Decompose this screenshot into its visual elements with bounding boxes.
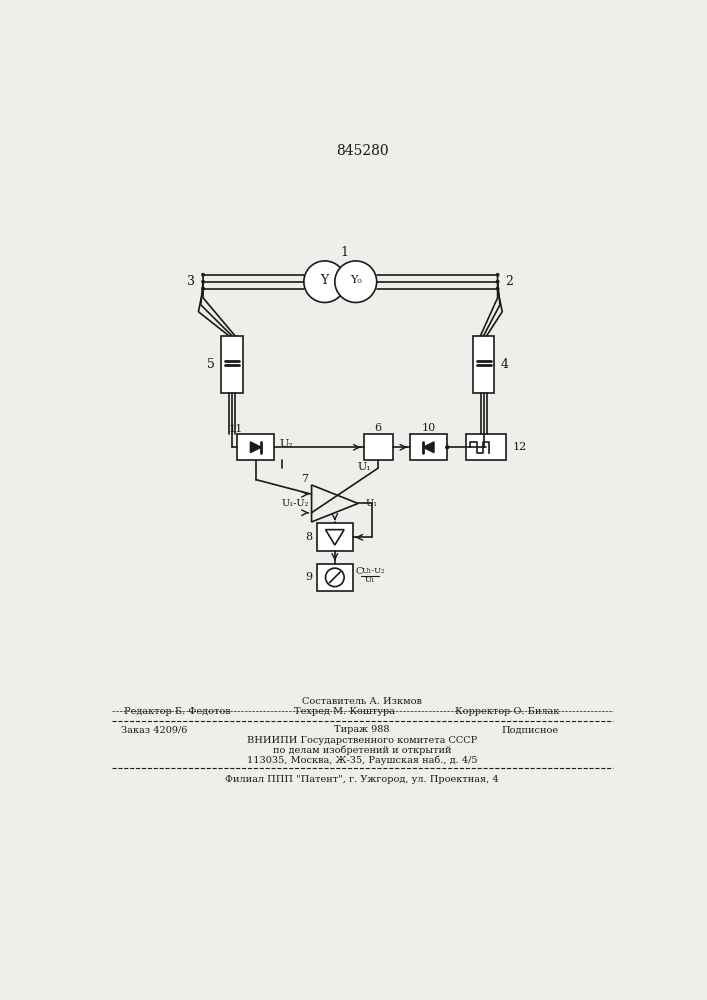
Circle shape [496, 280, 500, 284]
Text: по делам изобретений и открытий: по делам изобретений и открытий [273, 746, 451, 755]
Circle shape [335, 261, 377, 302]
Bar [317, 564, 353, 591]
Text: 845280: 845280 [336, 144, 388, 158]
Text: ВНИИПИ Государственного комитета СССР: ВНИИПИ Государственного комитета СССР [247, 736, 477, 745]
Text: 5: 5 [207, 358, 215, 371]
Bar [363, 434, 393, 460]
Circle shape [201, 287, 205, 291]
Text: 11: 11 [228, 424, 243, 434]
Text: 7: 7 [301, 474, 308, 484]
Text: Y₀: Y₀ [350, 275, 361, 285]
Text: U₁: U₁ [366, 499, 378, 508]
Text: U₁-U₂: U₁-U₂ [281, 499, 308, 508]
Text: Y: Y [321, 274, 329, 287]
Text: U₁: U₁ [358, 462, 371, 472]
Text: Редактор Б. Федотов: Редактор Б. Федотов [124, 707, 230, 716]
Text: 4: 4 [501, 358, 508, 371]
Circle shape [481, 445, 486, 449]
Bar [317, 523, 353, 551]
Text: 12: 12 [513, 442, 527, 452]
Circle shape [496, 287, 500, 291]
Polygon shape [250, 442, 261, 453]
Bar [473, 336, 494, 393]
Bar [466, 434, 506, 460]
Text: 113035, Москва, Ж-35, Раушская наб., д. 4/5: 113035, Москва, Ж-35, Раушская наб., д. … [247, 756, 477, 765]
Text: U₂: U₂ [280, 439, 293, 449]
Bar [410, 434, 448, 460]
Text: Филиал ППП "Патент", г. Ужгород, ул. Проектная, 4: Филиал ППП "Патент", г. Ужгород, ул. Про… [225, 775, 498, 784]
Bar [237, 434, 274, 460]
Text: Заказ 4209/6: Заказ 4209/6 [121, 725, 187, 734]
Circle shape [496, 273, 500, 277]
Text: U₁: U₁ [365, 576, 375, 584]
Text: Тираж 988: Тираж 988 [334, 725, 390, 734]
Text: 1: 1 [340, 246, 348, 259]
Text: 10: 10 [421, 423, 436, 433]
Text: Составитель А. Изкмов: Составитель А. Изкмов [302, 697, 422, 706]
Circle shape [201, 273, 205, 277]
Circle shape [325, 568, 344, 587]
Circle shape [201, 280, 205, 284]
Text: Подписное: Подписное [501, 725, 559, 734]
Polygon shape [423, 442, 434, 453]
Text: 8: 8 [305, 532, 312, 542]
Text: 2: 2 [506, 275, 513, 288]
Circle shape [445, 445, 450, 449]
Text: Корректор О. Билак: Корректор О. Билак [455, 707, 559, 716]
Text: 3: 3 [187, 275, 195, 288]
Text: Техред М. Коштура: Техред М. Коштура [293, 707, 395, 716]
Text: U₁-U₂: U₁-U₂ [362, 567, 385, 575]
Text: C: C [356, 567, 363, 576]
Text: 6: 6 [375, 423, 382, 433]
Circle shape [304, 261, 346, 302]
Text: 9: 9 [305, 572, 312, 582]
Bar [221, 336, 243, 393]
